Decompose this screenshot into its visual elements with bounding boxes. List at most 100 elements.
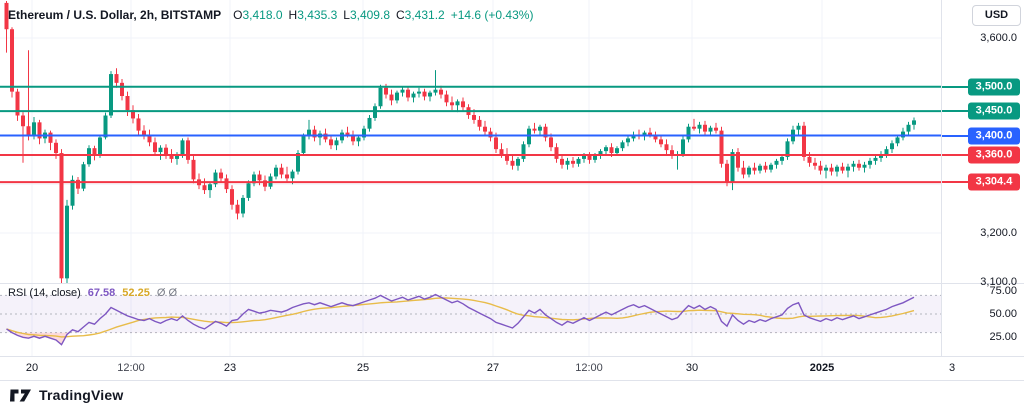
- candle-body: [510, 160, 515, 166]
- price-level-badge: 3,304.4: [968, 173, 1020, 191]
- candle-body: [59, 153, 64, 279]
- candle-body: [895, 137, 900, 144]
- candle-body: [395, 92, 399, 101]
- tradingview-logo-icon[interactable]: [10, 388, 32, 403]
- candle-body: [477, 119, 482, 127]
- candle-body: [736, 152, 740, 168]
- candle-body: [538, 126, 542, 131]
- price-scale-axis[interactable]: USD 3,600.0 3,200.0 3,100.0 3,500.0 3,450.0 3…: [941, 0, 1024, 356]
- candle-body: [862, 164, 867, 168]
- candle-body: [92, 148, 97, 156]
- close-label: C: [396, 8, 405, 22]
- candle-body: [884, 149, 889, 155]
- price-tick-label: 3,100.0: [980, 275, 1017, 288]
- price-level-badge: 3,450.0: [968, 102, 1020, 120]
- time-axis-label: 30: [685, 362, 699, 374]
- candle-body: [87, 148, 91, 165]
- candle-body: [648, 132, 652, 136]
- candle-body: [378, 87, 383, 107]
- price-level-badge: 3,400.0: [968, 127, 1020, 144]
- chart-legend: Ethereum / U.S. Dollar, 2h, BITSTAMP O3,4…: [8, 8, 533, 22]
- candle-body: [703, 124, 707, 132]
- currency-button[interactable]: USD: [972, 5, 1021, 26]
- candle-body: [351, 135, 355, 142]
- candle-body: [516, 158, 520, 166]
- candle-body: [411, 93, 416, 98]
- candle-body: [142, 130, 146, 136]
- panel-divider[interactable]: [0, 283, 1024, 284]
- time-axis-label: 23: [223, 362, 237, 374]
- candle-body: [461, 101, 465, 108]
- rsi-panel-canvas[interactable]: [0, 284, 941, 356]
- candle-body: [136, 118, 141, 131]
- time-axis-label: 12:00: [575, 362, 603, 374]
- candle-body: [521, 144, 526, 159]
- candle-body: [868, 160, 872, 165]
- time-axis-label: 25: [356, 362, 370, 374]
- price-tick-label: 3,600.0: [980, 32, 1017, 44]
- price-chart-canvas[interactable]: [0, 0, 941, 284]
- candle-body: [763, 165, 768, 170]
- candle-body: [263, 180, 267, 187]
- candle-body: [725, 163, 729, 182]
- candle-body: [494, 137, 498, 150]
- open-value: 3,418.0: [242, 8, 283, 22]
- candle-body: [125, 96, 130, 111]
- candle-body: [219, 172, 223, 179]
- rsi-title[interactable]: RSI (14, close): [8, 287, 81, 299]
- price-level-leader: [942, 134, 968, 137]
- candle-body: [835, 166, 839, 172]
- symbol-title[interactable]: Ethereum / U.S. Dollar, 2h, BITSTAMP: [8, 8, 222, 22]
- candle-body: [114, 74, 119, 83]
- candle-body: [769, 164, 773, 170]
- candle-body: [389, 94, 394, 101]
- candle-body: [450, 102, 454, 106]
- low-value: 3,409.8: [349, 8, 390, 22]
- candle-body: [455, 101, 460, 106]
- candle-body: [741, 167, 746, 175]
- price-level-leader: [942, 154, 968, 156]
- candle-body: [10, 29, 14, 92]
- tradingview-brand[interactable]: TradingView: [39, 387, 124, 403]
- candle-body: [120, 82, 124, 97]
- candle-body: [26, 126, 31, 135]
- candle-body: [345, 132, 350, 136]
- candle-body: [202, 185, 207, 191]
- rsi-legend: RSI (14, close) 67.58 52.25 Ø Ø: [8, 287, 177, 299]
- candle-body: [290, 171, 295, 179]
- candle-body: [785, 141, 790, 157]
- candle-body: [230, 189, 234, 205]
- candles[interactable]: [4, 0, 917, 284]
- candle-body: [829, 167, 834, 172]
- candle-body: [747, 167, 751, 175]
- candle-body: [15, 91, 20, 116]
- candle-body: [367, 117, 372, 129]
- candle-body: [186, 140, 190, 160]
- candle-body: [752, 167, 757, 171]
- candle-body: [444, 94, 449, 103]
- candle-body: [274, 167, 278, 177]
- candle-body: [21, 115, 25, 127]
- candle-body: [235, 204, 240, 214]
- candle-body: [653, 135, 658, 140]
- candle-body: [70, 179, 75, 206]
- time-axis-label: 12:00: [117, 362, 145, 374]
- candle-body: [153, 142, 157, 153]
- price-level-badge: 3,500.0: [968, 78, 1020, 96]
- candle-body: [686, 126, 691, 140]
- time-axis-label: 27: [486, 362, 500, 374]
- candle-body: [103, 115, 108, 138]
- candle-body: [609, 147, 614, 154]
- candle-body: [296, 153, 300, 172]
- candle-body: [422, 91, 427, 97]
- candle-body: [285, 174, 289, 179]
- time-axis[interactable]: 20 12:00 23 25 27 12:00 30 2025 3: [0, 356, 1024, 381]
- candle-body: [439, 89, 443, 95]
- candle-body: [65, 205, 69, 279]
- candle-body: [840, 166, 845, 171]
- high-label: H: [288, 8, 298, 22]
- candle-body: [428, 92, 432, 97]
- candle-body: [824, 167, 828, 171]
- footer-bar: TradingView: [0, 380, 1024, 408]
